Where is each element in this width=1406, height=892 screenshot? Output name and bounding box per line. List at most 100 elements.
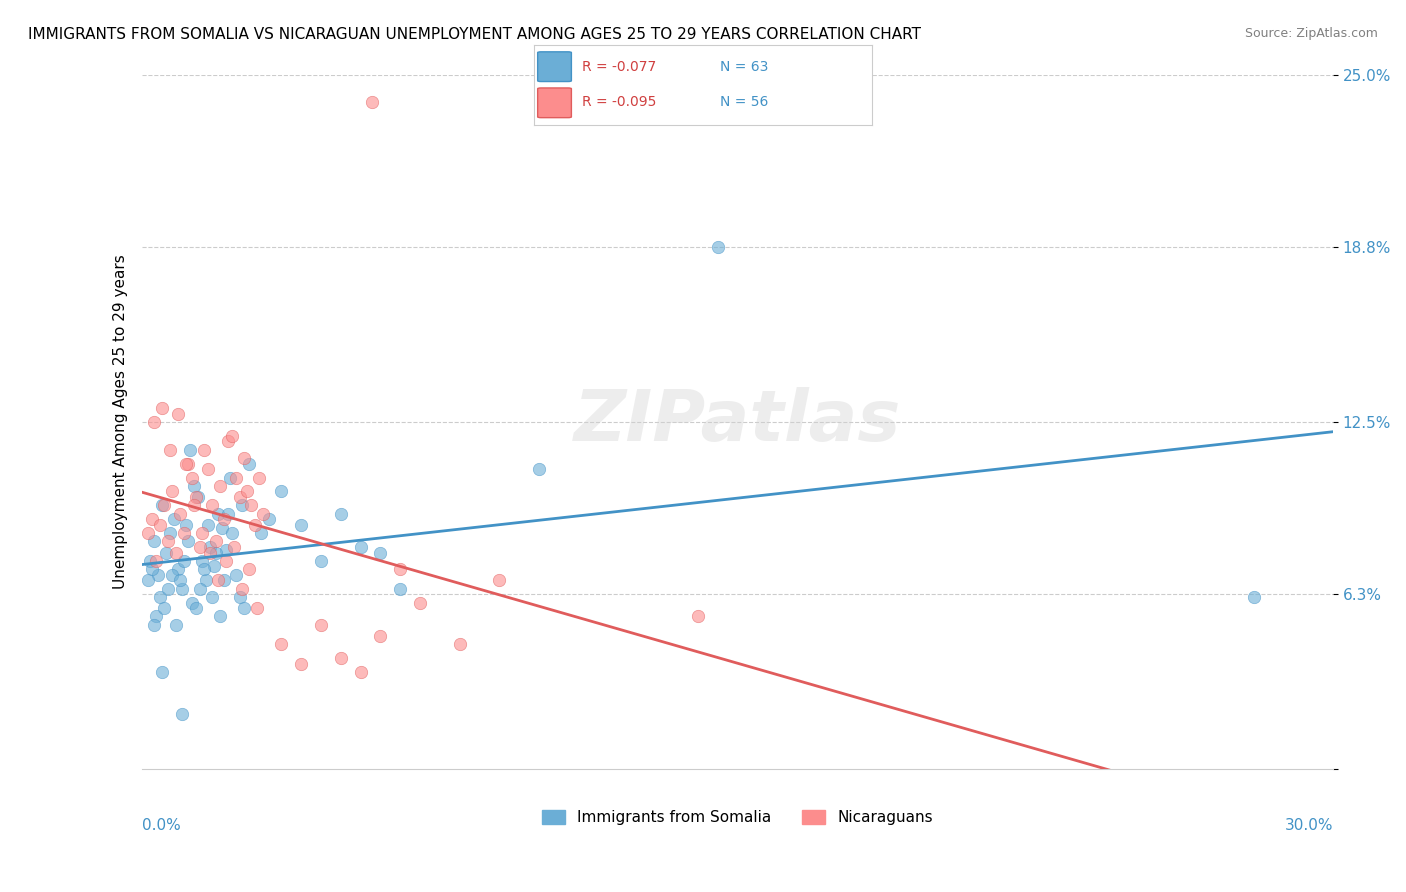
Text: R = -0.077: R = -0.077 [582,60,655,74]
Point [167,407,190,421]
Point [217,434,239,449]
Point [136,574,159,588]
Point [228,490,250,504]
Y-axis label: Unemployment Among Ages 25 to 29 years: Unemployment Among Ages 25 to 29 years [114,254,128,590]
Point [250,526,273,541]
Point [193,562,215,576]
Point [389,582,412,596]
Point [141,562,163,576]
Point [163,512,186,526]
Point [370,545,392,559]
Point [188,540,211,554]
Point [686,609,709,624]
Point [449,637,471,651]
Point [222,540,245,554]
Point [173,526,195,541]
Point [240,498,263,512]
Point [309,554,332,568]
Point [193,442,215,457]
Point [149,517,172,532]
Point [187,490,209,504]
Point [247,470,270,484]
Point [225,470,247,484]
Point [143,617,166,632]
Point [183,479,205,493]
Point [349,540,371,554]
Point [145,609,167,624]
Point [349,665,371,679]
Point [150,401,173,415]
Point [148,567,170,582]
Point [221,429,243,443]
Point [153,498,176,512]
Point [143,534,166,549]
Point [706,240,728,254]
Point [217,507,239,521]
Point [212,574,235,588]
Point [150,498,173,512]
Text: IMMIGRANTS FROM SOMALIA VS NICARAGUAN UNEMPLOYMENT AMONG AGES 25 TO 29 YEARS COR: IMMIGRANTS FROM SOMALIA VS NICARAGUAN UN… [28,27,921,42]
Point [169,507,191,521]
Point [370,629,392,643]
Point [290,657,312,671]
Point [252,507,274,521]
Point [309,617,332,632]
Point [270,484,292,499]
Point [177,457,200,471]
Point [232,451,254,466]
Point [389,562,412,576]
Text: N = 56: N = 56 [720,95,768,110]
Point [194,574,217,588]
Point [208,609,231,624]
Point [231,582,253,596]
Point [488,574,510,588]
Point [155,545,177,559]
Point [212,512,235,526]
Point [214,542,236,557]
Point [1243,590,1265,604]
Point [238,562,260,576]
Point [179,442,201,457]
Point [225,567,247,582]
FancyBboxPatch shape [537,88,571,118]
Point [180,596,202,610]
Point [236,484,259,499]
Point [201,590,224,604]
Point [198,545,221,559]
Point [238,457,260,471]
Point [184,601,207,615]
Point [208,479,231,493]
Point [157,534,180,549]
Point [143,415,166,429]
Point [150,665,173,679]
Legend: Immigrants from Somalia, Nicaraguans: Immigrants from Somalia, Nicaraguans [536,804,939,831]
FancyBboxPatch shape [537,52,571,81]
Text: 0.0%: 0.0% [142,818,181,833]
Point [527,462,550,476]
Point [159,442,181,457]
Point [246,601,269,615]
Point [145,554,167,568]
Point [174,457,197,471]
Text: N = 63: N = 63 [720,60,768,74]
Point [259,512,281,526]
Point [157,582,180,596]
Point [361,95,384,110]
Point [191,554,214,568]
Point [329,507,352,521]
Text: ZIPatlas: ZIPatlas [574,387,901,457]
Point [329,651,352,665]
Point [207,574,229,588]
Point [165,545,187,559]
Point [231,498,253,512]
Point [198,540,221,554]
Point [232,601,254,615]
Text: Source: ZipAtlas.com: Source: ZipAtlas.com [1244,27,1378,40]
Point [290,517,312,532]
Point [218,470,240,484]
Text: 30.0%: 30.0% [1285,818,1333,833]
Point [184,490,207,504]
Point [167,562,190,576]
Point [201,498,224,512]
Text: R = -0.095: R = -0.095 [582,95,655,110]
